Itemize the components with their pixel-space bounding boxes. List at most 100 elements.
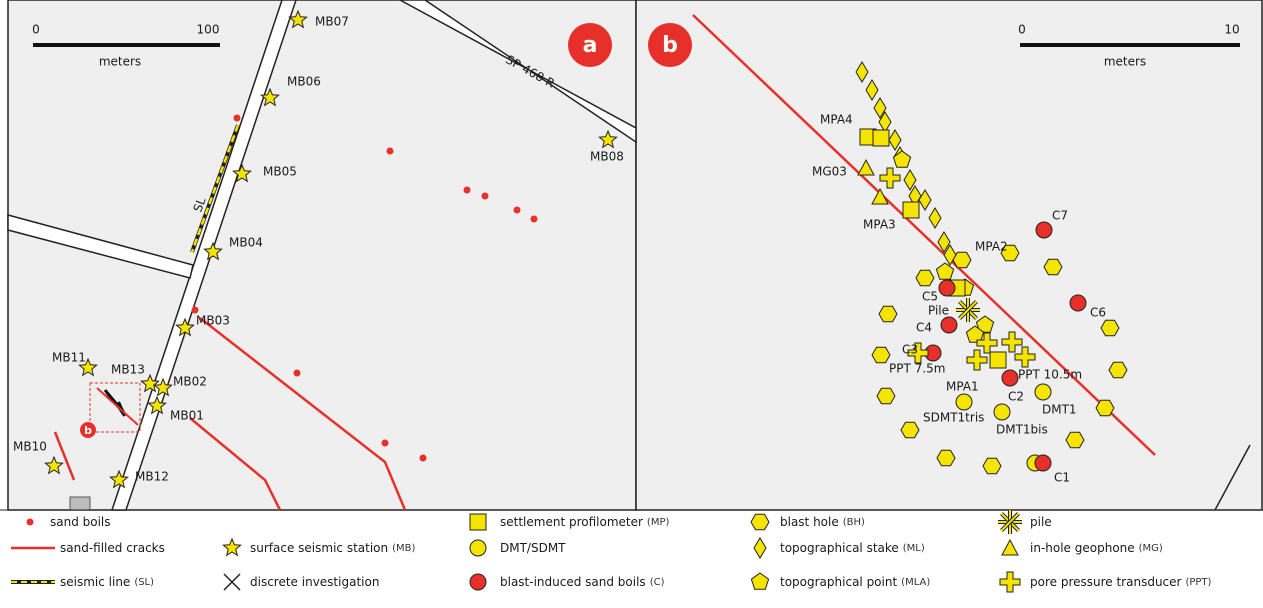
marker-bg — [80, 422, 96, 438]
point-label: Pile — [928, 304, 949, 318]
star — [260, 87, 280, 107]
road — [7, 214, 194, 279]
point-label: MPA3 — [863, 218, 896, 232]
legend-label: DMT/SDMT — [500, 541, 566, 555]
legend-code: (MP) — [647, 517, 670, 528]
cross — [966, 349, 988, 371]
sand-boil — [513, 206, 521, 214]
legend-code: (C) — [650, 577, 665, 588]
point-label: PPT 7.5m — [889, 362, 945, 376]
pentagon — [892, 150, 912, 168]
cross — [1014, 346, 1036, 368]
point-label: DMT1bis — [996, 423, 1048, 437]
line-label: SL — [191, 195, 209, 214]
pentagon — [935, 262, 955, 280]
sand-boil — [381, 439, 389, 447]
hexagon — [1100, 319, 1120, 337]
scale-start: 0 — [1018, 23, 1026, 37]
square — [872, 129, 890, 147]
star — [175, 317, 195, 337]
cross — [1001, 331, 1023, 353]
section — [96, 387, 139, 426]
diamond — [873, 97, 887, 119]
point-label: MPA2 — [975, 240, 1008, 254]
hexagon — [878, 305, 898, 323]
legend-text: seismic line — [60, 575, 130, 589]
legend-label: pile — [1030, 515, 1052, 529]
red-circle — [1035, 221, 1053, 239]
sand-boil — [233, 114, 241, 122]
point-label: SDMT1tris — [923, 411, 984, 425]
hexagon — [1095, 399, 1115, 417]
sand-boil — [530, 215, 538, 223]
red-circle — [469, 573, 487, 591]
diamond — [855, 61, 869, 83]
star — [140, 373, 160, 393]
star — [222, 537, 242, 557]
seismic-line — [190, 124, 240, 253]
diamond — [888, 129, 902, 151]
crack — [199, 317, 407, 511]
star — [44, 455, 64, 475]
legend-text: blast hole — [780, 515, 839, 529]
legend-label: topographical point (MLA) — [780, 575, 930, 589]
hexagon — [1000, 244, 1020, 262]
point-label: MG03 — [812, 165, 847, 179]
red-circle — [1034, 454, 1052, 472]
legend-label: seismic line (SL) — [60, 575, 154, 589]
hexagon — [1065, 431, 1085, 449]
crack — [53, 431, 76, 481]
scale-unit: meters — [1104, 55, 1146, 69]
crack — [692, 14, 1156, 456]
red-circle — [1001, 369, 1019, 387]
sand-boil — [419, 454, 427, 462]
pentagon — [965, 325, 985, 343]
hexagon — [982, 457, 1002, 475]
legend-label: discrete investigation — [250, 575, 379, 589]
point-label: MPA1 — [946, 380, 979, 394]
station-label: MB12 — [135, 470, 169, 484]
legend-text: sand-filled cracks — [60, 541, 165, 555]
station-label: MB05 — [263, 165, 297, 179]
legend-text: pile — [1030, 515, 1052, 529]
station-label: MB07 — [315, 15, 349, 29]
point-label: C1 — [1054, 471, 1070, 485]
point-label: C3 — [902, 343, 918, 357]
crack — [189, 417, 282, 511]
legend-label: sand-filled cracks — [60, 541, 165, 555]
point-label: C7 — [1052, 209, 1068, 223]
diamond — [937, 231, 951, 253]
legend-text: DMT/SDMT — [500, 541, 566, 555]
hexagon — [750, 513, 770, 531]
pentagon — [975, 315, 995, 333]
scale-end: 10 — [1224, 23, 1239, 37]
sand-boil — [463, 186, 471, 194]
sand-boil — [293, 369, 301, 377]
investigation-box — [89, 382, 141, 433]
red-circle — [938, 279, 956, 297]
star — [147, 395, 167, 415]
square — [902, 201, 920, 219]
red-circle — [1069, 294, 1087, 312]
star — [288, 9, 308, 29]
diamond — [918, 189, 932, 211]
star — [109, 469, 129, 489]
hexagon — [936, 449, 956, 467]
cross — [907, 342, 929, 364]
star — [203, 241, 223, 261]
legend-text: settlement profilometer — [500, 515, 643, 529]
station-label: MB03 — [196, 314, 230, 328]
legend-text: in-hole geophone — [1030, 541, 1135, 555]
triangle — [871, 187, 889, 205]
station-label: MB11 — [52, 351, 86, 365]
point-label: C2 — [1008, 390, 1024, 404]
legend-text: pore pressure transducer — [1030, 575, 1182, 589]
legend-text: surface seismic station — [250, 541, 388, 555]
legend-text: sand boils — [50, 515, 111, 529]
legend-code: (MLA) — [901, 577, 930, 588]
square — [469, 513, 487, 531]
square — [989, 351, 1007, 369]
diamond — [903, 169, 917, 191]
cross — [879, 167, 901, 189]
